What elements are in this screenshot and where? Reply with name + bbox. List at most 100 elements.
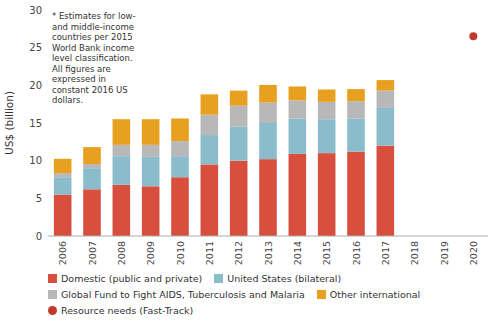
bar-segment [347,152,365,236]
page: {"chart_data": { "type": "bar", "stacked… [0,0,500,335]
x-tick-label: 2018 [409,241,420,265]
legend-label: Domestic (public and private) [61,272,202,285]
bar-segment [259,123,277,159]
x-tick-label: 2006 [57,241,68,265]
bar-segment [171,141,189,156]
x-tick-label: 2013 [263,241,274,265]
bar-segment [318,119,336,153]
bar-segment [201,164,219,236]
x-tick-label: 2011 [204,241,215,265]
annotation-line: expressed in [52,74,106,84]
x-tick-label: 2010 [175,241,186,265]
legend-swatch [48,290,57,299]
bar-segment [347,89,365,101]
bar-segment [113,119,131,145]
bar-segment [318,102,336,119]
legend-label: Resource needs (Fast-Track) [61,304,193,317]
bar-segment [318,89,336,101]
y-tick-label: 20 [29,80,42,91]
legend-item: Resource needs (Fast-Track) [48,304,193,317]
bar-segment [142,157,160,186]
annotation-line: All figures are [52,64,111,74]
legend-label: Other international [330,288,420,301]
bar-segment [113,145,131,156]
annotation-line: constant 2016 US [52,85,128,95]
annotation-line: * Estimates for low- [52,11,136,21]
annotation-line: dollars. [52,95,83,105]
x-tick-label: 2007 [87,241,98,265]
bar-segment [259,103,277,123]
bar-segment [230,106,248,127]
x-tick-label: 2012 [233,241,244,265]
bar-segment [289,86,307,100]
bar-segment [201,94,219,114]
bar-segment [171,156,189,177]
legend-label: United States (bilateral) [227,272,341,285]
bar-segment [171,177,189,236]
bar-segment [289,118,307,153]
legend-item: United States (bilateral) [214,272,341,285]
bar-segment [201,135,219,164]
point [469,32,477,40]
bar-segment [142,119,160,145]
bar-segment [259,85,277,103]
x-tick-label: 2015 [321,241,332,265]
bar-segment [171,118,189,141]
y-tick-label: 15 [29,118,42,129]
bar-segment [83,189,101,236]
bar-segment [83,147,101,164]
annotation: * Estimates for low-and middle-incomecou… [52,11,136,105]
chart-svg: 0 5 10 15 20 25 30 US$ (billion) 2006 2007 2008 200… [0,0,500,268]
y-axis-label: US$ (billion) [3,91,15,155]
bar-segment [230,161,248,236]
legend-item: Other international [317,288,420,301]
chart: 0 5 10 15 20 25 30 US$ (billion) 2006 2007 2008 200… [0,0,500,272]
annotation-line: and middle-income [52,22,134,32]
bar-segment [347,101,365,118]
bar-segment [318,153,336,236]
x-tick-label: 2017 [380,241,391,265]
y-tick-label: 30 [29,5,42,16]
legend-item: Domestic (public and private) [48,272,202,285]
bar-segment [377,80,395,91]
annotation-line: level classification. [52,53,133,63]
bar-segment [377,108,395,146]
bar-segment [230,127,248,161]
bar-segment [83,164,101,168]
bar-segment [113,185,131,236]
legend-item: Global Fund to Fight AIDS, Tuberculosis … [48,288,305,301]
bar-segment [54,195,72,236]
x-tick-label: 2014 [292,241,303,265]
bar-segment [377,91,395,108]
legend: Domestic (public and private) United Stat… [0,272,500,317]
x-tick-label: 2009 [145,241,156,265]
x-tick-label: 2020 [468,241,479,265]
legend-swatch [214,274,223,283]
bar-segment [201,115,219,135]
bar-segment [54,173,72,177]
x-tick-label: 2019 [439,241,450,265]
bar-segment [83,168,101,189]
bar-segment [230,91,248,106]
bar-segment [289,154,307,236]
annotation-line: World Bank income [52,43,134,53]
legend-swatch [48,274,57,283]
bar-segment [259,159,277,236]
legend-swatch [317,290,326,299]
y-tick-label: 0 [36,231,42,242]
legend-label: Global Fund to Fight AIDS, Tuberculosis … [61,288,305,301]
bar-segment [347,118,365,151]
legend-swatch [48,306,57,315]
bar-segment [289,100,307,118]
annotation-line: countries per 2015 [52,32,133,42]
y-tick-label: 25 [29,42,42,53]
bar-segment [377,146,395,236]
x-tick-label: 2016 [351,241,362,265]
bar-segment [54,159,72,173]
bar-segment [142,186,160,236]
x-axis-line [48,236,488,237]
bar-segment [142,145,160,157]
x-tick-label: 2008 [116,241,127,265]
y-tick-label: 10 [29,155,42,166]
y-tick-label: 5 [36,193,42,204]
